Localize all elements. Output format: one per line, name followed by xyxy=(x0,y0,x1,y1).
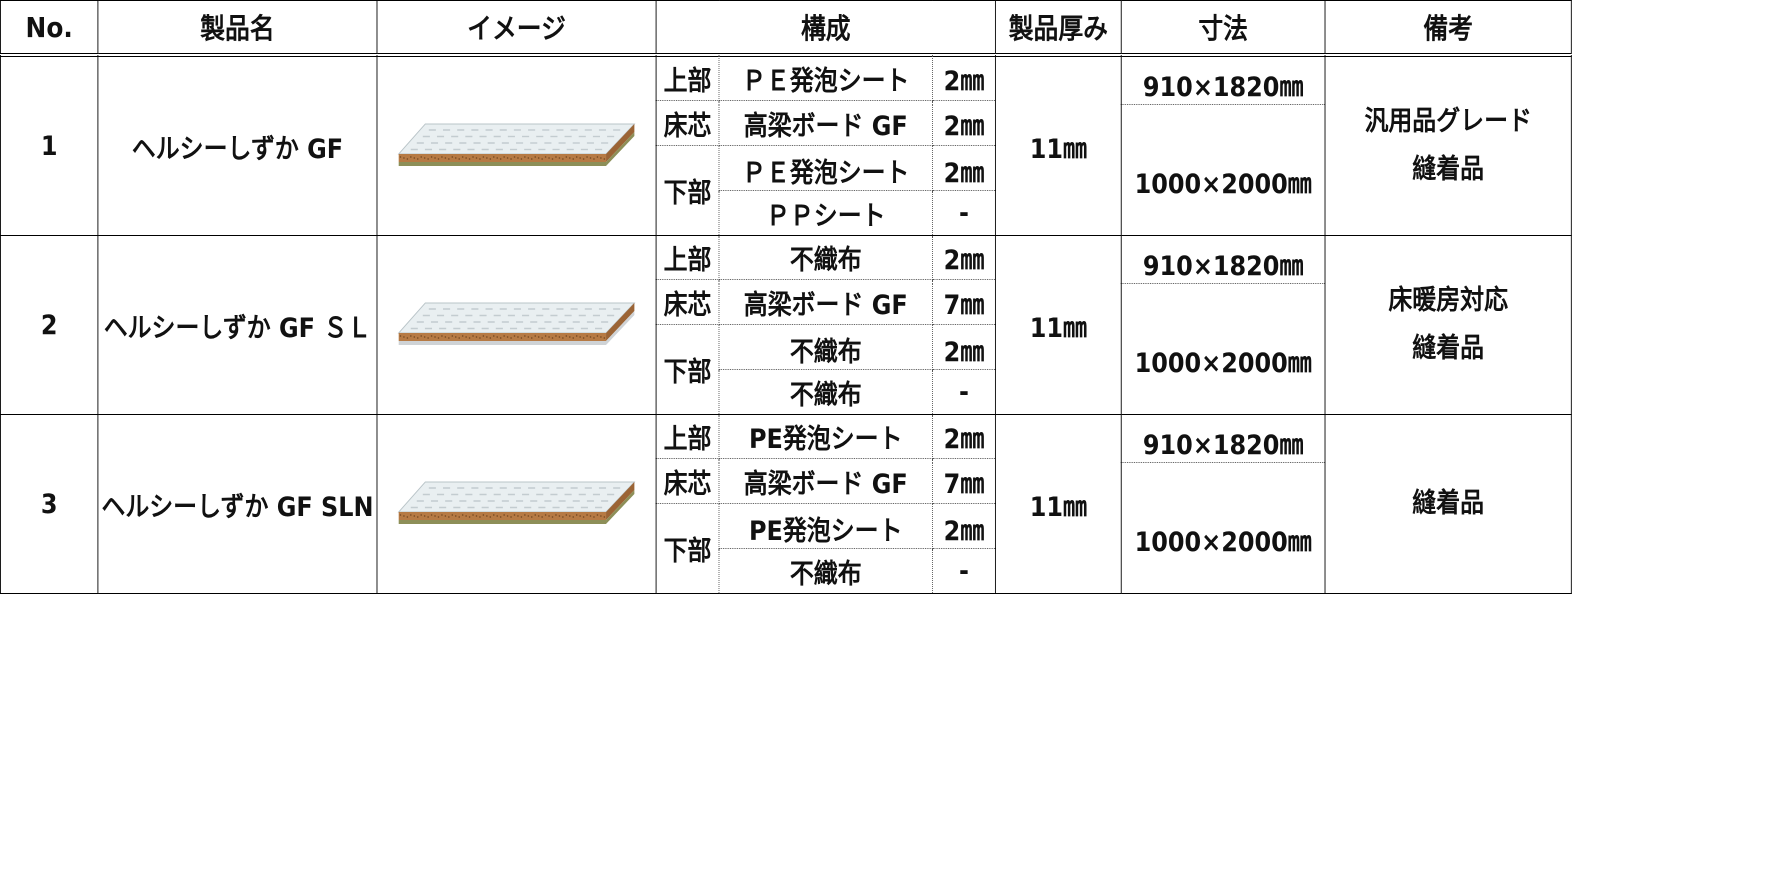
size-option-2: 1000×2000㎜ xyxy=(1120,462,1326,594)
layer-material-bottom-2: 不織布 xyxy=(718,369,933,415)
layer-thickness-bottom-1: 2㎜ xyxy=(932,503,996,549)
layer-position-bottom: 下部 xyxy=(655,145,720,236)
layer-material-bottom-2: ＰＰシート xyxy=(718,190,933,236)
remark-line-2: 縫着品 xyxy=(1412,333,1485,364)
layer-material-core: 高梁ボード GF xyxy=(718,458,933,504)
layer-thickness-core: 2㎜ xyxy=(932,100,996,146)
product-no: 1 xyxy=(0,54,99,236)
layer-thickness-core: 7㎜ xyxy=(932,458,996,504)
layer-material-top: PE発泡シート xyxy=(718,414,933,459)
remark-line-2: 縫着品 xyxy=(1412,154,1485,185)
product-image xyxy=(376,54,657,236)
product-image xyxy=(376,235,657,415)
product-rows: 1 ヘルシーしずか GF 上部 ＰＥ発泡シート 2㎜ 11㎜ 910×1820㎜… xyxy=(0,54,1572,594)
insulation-board-nonwoven-top-icon xyxy=(378,237,655,414)
layer-material-bottom-2: 不織布 xyxy=(718,548,933,594)
layer-material-top: ＰＥ発泡シート xyxy=(718,54,933,101)
header-thickness: 製品厚み xyxy=(994,0,1122,57)
layer-material-top: 不織布 xyxy=(718,235,933,280)
product-no: 2 xyxy=(0,235,99,415)
layer-thickness-bottom-2: - xyxy=(932,548,996,594)
product-spec-sheet: No. 製品名 イメージ 構成 製品厚み 寸法 備考 1 ヘルシーしずか GF … xyxy=(0,0,1572,594)
layer-position-top: 上部 xyxy=(655,54,720,101)
layer-position-bottom: 下部 xyxy=(655,324,720,415)
header-no: No. xyxy=(0,0,99,57)
remark-line-1: 床暖房対応 xyxy=(1388,285,1508,316)
layer-material-bottom-1: 不織布 xyxy=(718,324,933,370)
product-remarks: 床暖房対応 縫着品 xyxy=(1324,235,1572,415)
product-remarks: 縫着品 xyxy=(1324,414,1572,594)
remark-line-1: 汎用品グレード xyxy=(1364,106,1532,137)
layer-position-core: 床芯 xyxy=(655,279,720,325)
size-option-2: 1000×2000㎜ xyxy=(1120,283,1326,415)
header-remarks: 備考 xyxy=(1324,0,1572,57)
product-name: ヘルシーしずか GF ＳＬ xyxy=(97,235,378,415)
product-thickness: 11㎜ xyxy=(994,54,1122,236)
layer-position-top: 上部 xyxy=(655,414,720,459)
size-option-1: 910×1820㎜ xyxy=(1120,54,1326,105)
size-option-1: 910×1820㎜ xyxy=(1120,414,1326,463)
layer-thickness-top: 2㎜ xyxy=(932,235,996,280)
layer-thickness-bottom-2: - xyxy=(932,190,996,236)
header-size: 寸法 xyxy=(1120,0,1326,57)
product-spec-table: No. 製品名 イメージ 構成 製品厚み 寸法 備考 1 ヘルシーしずか GF … xyxy=(0,0,1572,594)
header-composition: 構成 xyxy=(655,0,996,57)
layer-thickness-bottom-2: - xyxy=(932,369,996,415)
layer-thickness-top: 2㎜ xyxy=(932,54,996,101)
layer-position-bottom: 下部 xyxy=(655,503,720,594)
layer-material-core: 高梁ボード GF xyxy=(718,100,933,146)
layer-position-core: 床芯 xyxy=(655,100,720,146)
product-no: 3 xyxy=(0,414,99,594)
product-name: ヘルシーしずか GF SLN xyxy=(97,414,378,594)
remark-line-2: 縫着品 xyxy=(1412,488,1485,519)
header-product-name: 製品名 xyxy=(97,0,378,57)
header-row: No. 製品名 イメージ 構成 製品厚み 寸法 備考 xyxy=(0,0,1572,57)
layer-thickness-bottom-1: 2㎜ xyxy=(932,324,996,370)
layer-position-core: 床芯 xyxy=(655,458,720,504)
layer-material-core: 高梁ボード GF xyxy=(718,279,933,325)
layer-material-bottom-1: ＰＥ発泡シート xyxy=(718,145,933,191)
insulation-board-pe-top-icon xyxy=(378,416,655,593)
size-option-1: 910×1820㎜ xyxy=(1120,235,1326,284)
layer-position-top: 上部 xyxy=(655,235,720,280)
header-image: イメージ xyxy=(376,0,657,57)
insulation-board-pe-top-icon xyxy=(378,57,655,235)
layer-thickness-bottom-1: 2㎜ xyxy=(932,145,996,191)
product-image xyxy=(376,414,657,594)
product-thickness: 11㎜ xyxy=(994,414,1122,594)
size-option-2: 1000×2000㎜ xyxy=(1120,104,1326,236)
layer-thickness-core: 7㎜ xyxy=(932,279,996,325)
product-thickness: 11㎜ xyxy=(994,235,1122,415)
layer-thickness-top: 2㎜ xyxy=(932,414,996,459)
layer-material-bottom-1: PE発泡シート xyxy=(718,503,933,549)
product-remarks: 汎用品グレード 縫着品 xyxy=(1324,54,1572,236)
product-name: ヘルシーしずか GF xyxy=(97,54,378,236)
